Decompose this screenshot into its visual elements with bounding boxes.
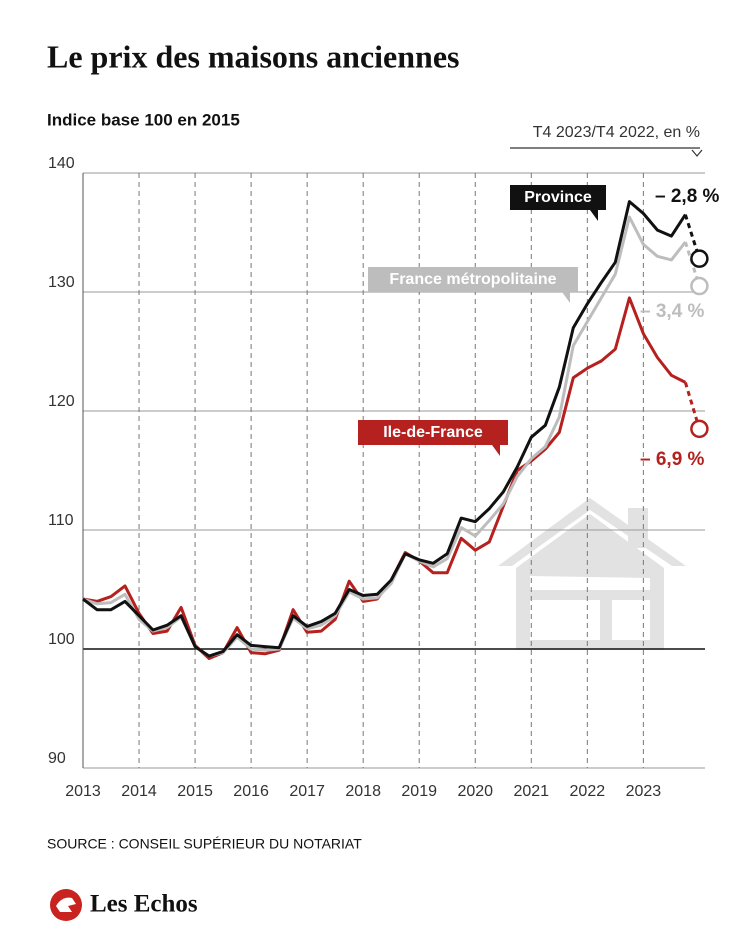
end-point bbox=[690, 249, 709, 268]
legend-label: France métropolitaine bbox=[389, 271, 556, 288]
house-icon bbox=[498, 498, 686, 650]
y-tick-label: 130 bbox=[48, 274, 75, 291]
x-tick-label: 2019 bbox=[401, 783, 437, 800]
legend-box bbox=[510, 185, 606, 210]
end-point bbox=[690, 276, 709, 296]
series-line bbox=[82, 296, 687, 660]
legend-box bbox=[368, 267, 578, 292]
legend-pointer bbox=[492, 445, 500, 456]
end-label: – 3,4 % bbox=[640, 301, 705, 322]
end-label: – 2,8 % bbox=[655, 186, 720, 207]
x-tick-label: 2014 bbox=[121, 783, 157, 800]
logo: Les Echos bbox=[50, 889, 198, 921]
x-tick-label: 2018 bbox=[345, 783, 381, 800]
x-tick-label: 2023 bbox=[626, 783, 662, 800]
brand: Les Echos bbox=[90, 891, 198, 918]
y-tick-label: 100 bbox=[48, 631, 75, 648]
plot: Ile-de-France – 6,9 % France métropolitain… bbox=[82, 185, 720, 660]
subtitle: Indice base 100 en 2015 bbox=[47, 110, 240, 129]
header-rule bbox=[510, 147, 703, 157]
source: SOURCE : CONSEIL SUPÉRIEUR DU NOTARIAT bbox=[47, 836, 362, 852]
legend-pointer bbox=[562, 292, 570, 303]
logo-bird bbox=[56, 897, 76, 912]
x-tick-label: 2021 bbox=[513, 783, 549, 800]
end-label: – 6,9 % bbox=[640, 449, 705, 470]
x-tick-label: 2016 bbox=[233, 783, 269, 800]
x-tick-label: 2022 bbox=[570, 783, 606, 800]
series: Province – 2,8 % bbox=[82, 185, 720, 658]
y-tick-label: 110 bbox=[48, 512, 74, 529]
x-tick-label: 2017 bbox=[289, 783, 325, 800]
y-tick-label: 140 bbox=[48, 155, 75, 172]
x-tick-label: 2015 bbox=[177, 783, 213, 800]
legend-label: Province bbox=[524, 189, 592, 206]
grid: 90 100 110 120 130 140 2013 2014 2015 2016 2017 201… bbox=[48, 155, 705, 800]
series: Ile-de-France – 6,9 % bbox=[82, 296, 709, 660]
legend-label: Ile-de-France bbox=[383, 424, 483, 441]
y-tick-label: 120 bbox=[48, 393, 75, 410]
legend-pointer bbox=[590, 210, 598, 221]
x-tick-label: 2013 bbox=[65, 783, 101, 800]
legend-box bbox=[358, 420, 508, 445]
column-header: T4 2023/T4 2022, en % bbox=[533, 124, 700, 141]
series-line bbox=[82, 200, 687, 658]
y-tick-label: 90 bbox=[48, 750, 66, 767]
end-point bbox=[690, 419, 709, 439]
chart-title: Le prix des maisons anciennes bbox=[47, 38, 459, 74]
x-tick-label: 2020 bbox=[457, 783, 493, 800]
